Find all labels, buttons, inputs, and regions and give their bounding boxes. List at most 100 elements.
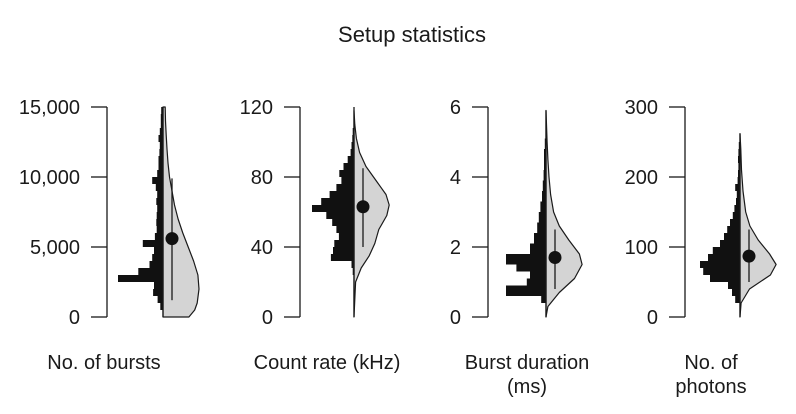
histogram-bar	[736, 198, 740, 205]
histogram-bar	[351, 142, 354, 149]
histogram-bar	[152, 254, 163, 261]
histogram-bar	[538, 212, 546, 223]
panel-3: 0 2 4 6 Burst duration(ms)	[450, 97, 589, 398]
y-tick-label: 40	[251, 237, 273, 259]
histogram-bar	[332, 219, 354, 226]
histogram-bar	[712, 247, 740, 254]
histogram-bar	[724, 233, 740, 240]
y-tick-label: 100	[625, 237, 658, 259]
y-tick-label: 0	[450, 307, 461, 329]
histogram-bar	[157, 170, 164, 177]
histogram-bar	[158, 135, 163, 142]
histogram-bar	[138, 268, 164, 275]
histogram-bar	[506, 285, 546, 296]
y-tick-label: 15,000	[19, 97, 80, 119]
histogram-bar	[516, 264, 546, 272]
y-tick-label: 5,000	[30, 237, 80, 259]
y-tick-label: 80	[251, 167, 273, 189]
histogram-bar	[159, 142, 163, 149]
histogram-bar	[534, 233, 546, 244]
density-curve	[353, 109, 390, 318]
density-curve	[545, 109, 583, 318]
y-tick-label: 0	[262, 307, 273, 329]
histogram-bar	[153, 289, 163, 296]
panel-2: 0 40 80 120 Count rate (kHz)	[240, 97, 401, 374]
histogram-bar	[343, 163, 354, 170]
histogram-bar	[333, 247, 354, 254]
histogram-bar	[160, 114, 164, 121]
x-axis-label: No. of bursts	[47, 352, 160, 374]
histogram-bar	[738, 149, 740, 156]
histogram-bar	[700, 261, 740, 268]
density-curve	[162, 106, 200, 318]
histogram-bar	[159, 128, 163, 135]
histogram-bar	[154, 233, 163, 240]
histogram-bar	[734, 205, 740, 212]
histogram-bar	[156, 226, 163, 233]
histogram-bar	[339, 170, 354, 177]
x-axis-label: (ms)	[507, 376, 547, 398]
histogram-bar	[544, 149, 546, 160]
histogram-bar	[352, 135, 354, 142]
y-tick-label: 4	[450, 167, 461, 189]
mean-marker	[356, 200, 370, 214]
histogram-bar	[526, 278, 546, 286]
y-tick-label: 0	[69, 307, 80, 329]
histogram-bar	[118, 275, 163, 282]
histogram-bar	[728, 282, 740, 289]
histogram-bar	[330, 254, 354, 261]
histogram-bar	[732, 212, 740, 219]
histogram-bar	[334, 240, 354, 247]
mean-marker	[548, 251, 562, 264]
histogram-bar	[727, 226, 740, 233]
y-tick-label: 200	[625, 167, 658, 189]
histogram-bar	[157, 191, 164, 198]
histogram-bar	[703, 268, 740, 275]
histogram-bar	[338, 233, 354, 240]
mean-marker	[742, 249, 756, 263]
histogram-bar	[326, 212, 354, 219]
histogram-bar	[735, 184, 740, 191]
x-axis-label: Burst duration	[465, 352, 590, 374]
histogram-bar	[149, 261, 163, 268]
x-axis-label: photons	[675, 376, 746, 398]
histogram-bar	[738, 163, 740, 170]
histogram-bar	[156, 219, 164, 226]
x-axis-label: No. of	[684, 352, 738, 374]
histogram-bar	[336, 184, 354, 191]
panel-1: 0 5,000 10,000 15,000 No. of bursts	[19, 97, 200, 374]
histogram-bar	[158, 156, 163, 163]
histogram-bar	[537, 222, 546, 233]
histogram-bar	[542, 191, 546, 202]
density-curve	[739, 133, 777, 318]
histogram-bar	[735, 296, 740, 303]
histogram-bar	[506, 254, 546, 265]
histogram-bar	[737, 177, 740, 184]
histogram-bar	[161, 107, 163, 114]
histogram-bar	[708, 254, 740, 261]
y-tick-label: 120	[240, 97, 273, 119]
histogram-bar	[541, 296, 546, 303]
histogram-bar	[157, 296, 163, 303]
histogram-bar	[156, 198, 164, 205]
histogram-bar	[736, 191, 740, 198]
histogram-bar	[142, 240, 164, 247]
histogram-bar	[158, 163, 163, 170]
histogram-bar	[155, 184, 163, 191]
histogram-bar	[157, 205, 164, 212]
y-tick-label: 0	[647, 307, 658, 329]
histogram-bar	[159, 149, 163, 156]
histogram-bar	[738, 170, 740, 177]
histogram-bar	[530, 271, 546, 279]
histogram-bar	[544, 159, 546, 170]
y-tick-label: 2	[450, 237, 461, 259]
histogram-bar	[732, 289, 740, 296]
histogram-bar	[321, 198, 354, 205]
histogram-bar	[154, 282, 163, 289]
histogram-bar	[160, 303, 163, 310]
histogram-bar	[341, 177, 354, 184]
histogram-bar	[154, 247, 163, 254]
histogram-bar	[530, 243, 546, 254]
figure-title: Setup statistics	[338, 22, 486, 47]
